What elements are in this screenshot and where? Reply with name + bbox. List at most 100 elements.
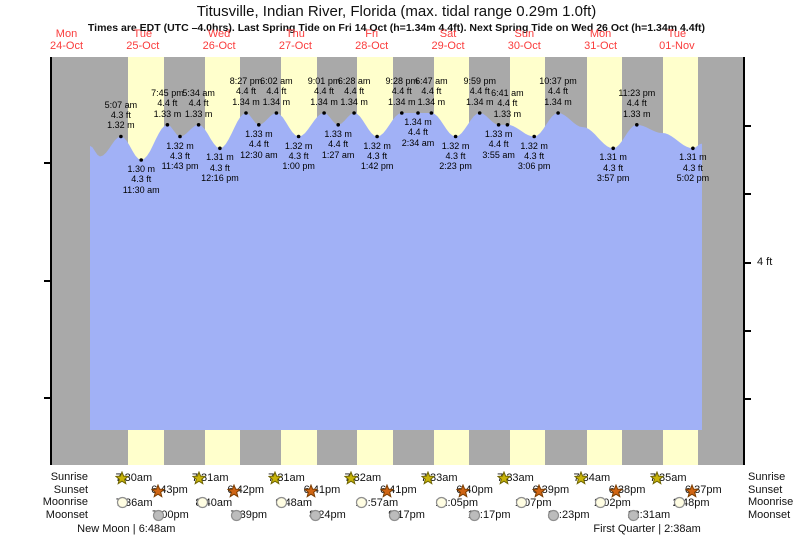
tide-label-high: 5:34 am 4.4 ft 1.33 m [168,88,230,119]
tide-label-line: 9:59 pm [463,76,496,86]
tide-label-line: 1.34 m [544,96,572,107]
day-label: Wed 26-Oct [181,28,257,52]
tide-label-line: 4.3 ft [603,162,624,173]
tide-label-line: 6:41 am [491,87,524,98]
astro-entry: 7:00pm [152,509,189,522]
left-axis-tick [44,162,50,164]
tide-label-high: 9:28 pm 4.4 ft 1.34 m [371,76,433,107]
tide-label-low: 1.34 m 4.4 ft 2:34 am [387,117,449,148]
tide-label-high: 7:45 pm 4.4 ft 1.33 m [136,88,198,119]
tide-label-line: 4.4 ft [469,86,490,97]
tide-label-low: 1.33 m 4.4 ft 12:30 am [228,129,290,160]
tide-label-line: 6:02 am [260,76,293,86]
right-axis-tick [745,125,751,127]
tide-label-high: 6:02 am 4.4 ft 1.34 m [245,76,307,107]
astro-entry: 8:40am [196,496,233,509]
day-of-week: Sat [439,28,457,40]
tide-label-line: 1.31 m [599,152,627,163]
tide-label-line: 1.33 m [324,128,352,139]
astro-entry: 7:35am [649,471,687,485]
tide-label-line: 1.33 m [493,108,522,119]
right-axis-label: 4 ft [757,256,773,268]
right-axis-tick [745,193,751,195]
tide-label-line: 1.33 m [484,128,513,139]
day-label: Mon 31-Oct [563,28,639,52]
page-title: Titusville, Indian River, Florida (max. … [196,3,597,20]
day-date: 25-Oct [126,39,160,52]
tide-label-high: 5:07 am 4.3 ft 1.32 m [90,100,152,131]
astro-time: 6:42pm [227,484,265,496]
tide-label-line: 1.34 m [310,96,338,107]
day-label: Thu 27-Oct [257,28,333,52]
tide-label-low: 1.32 m 4.3 ft 1:42 pm [346,141,408,172]
day-date: 30-Oct [507,39,541,52]
tide-label-line: 4.4 ft [248,139,269,150]
astro-time: 6:40pm [456,484,493,496]
day-date: 31-Oct [584,39,618,52]
tide-label-line: 4.4 ft [488,139,509,150]
tide-label-line: 12:16 pm [201,173,239,184]
tide-label-line: 5:34 am [182,87,215,98]
day-label: Mon 24-Oct [29,28,105,52]
tide-label-line: 1.33 m [184,108,213,119]
astro-entry: 9:48am [275,496,312,509]
tide-label-line: 1.34 m [404,117,432,127]
astro-row-label-left: Moonrise [42,496,88,508]
astro-time: 12:05pm [435,496,479,509]
day-date: 26-Oct [202,39,236,52]
tide-label-line: 1.31 m [679,152,707,163]
astro-entry: 7:34am [573,471,610,485]
day-date: 29-Oct [431,39,465,52]
tide-label-line: 1.31 m [206,152,234,163]
tide-label-line: 4.3 ft [682,162,703,173]
tide-label-line: 4.4 ft [421,86,442,97]
tide-label-line: 1.34 m [417,96,446,107]
day-of-week: Mon [589,28,612,40]
astro-entry: 11:23pm [547,509,589,522]
astro-entry: 7:36am [116,496,153,509]
tide-label-low: 1.33 m 4.4 ft 3:55 am [468,129,530,160]
tide-label-low: 1.32 m 4.3 ft 11:43 pm [149,141,211,172]
tide-label-line: 1:27 am [321,149,355,160]
tide-label-line: 2:34 am [401,137,435,148]
left-axis-line [50,57,52,465]
astro-entry: 8:24pm [309,509,346,522]
tide-label-line: 4.3 ft [110,109,131,120]
tide-label-line: 1.30 m [127,164,155,174]
tide-label-low: 1.31 m 4.3 ft 3:57 pm [582,152,644,183]
tide-label-line: 1.34 m [232,96,260,107]
astro-entry: 7:39pm [230,509,267,522]
tide-label-line: 4.4 ft [391,86,412,97]
tide-label-line: 1:00 pm [282,161,315,172]
astro-time: 9:17pm [388,509,425,521]
day-of-week: Sun [514,28,535,40]
astro-time: 7:33am [420,471,458,484]
astro-time: 8:40am [195,496,233,509]
day-of-week: Thu [285,28,305,40]
astro-row-label-left: Sunrise [50,471,88,483]
astro-time: 9:48am [275,496,313,509]
astro-time: 6:39pm [532,484,570,496]
left-axis-tick [44,280,50,282]
astro-entry: 7:31am [191,471,229,485]
day-of-week: Mon [55,28,78,40]
tide-label-line: 4.4 ft [548,86,569,97]
right-axis-line [743,57,745,465]
tide-label-line: 4.4 ft [344,86,365,97]
day-label: Sun 30-Oct [486,28,562,52]
astro-entry: 1:07pm [515,496,552,509]
tide-label-line: 4.4 ft [314,86,335,97]
tide-label-line: 4.3 ft [445,150,466,161]
tide-label-line: 1.34 m [262,96,291,107]
tide-label-high: 10:37 pm 4.4 ft 1.34 m [527,76,589,107]
tide-label-high: 11:23 pm 4.4 ft 1.33 m [606,88,668,119]
tide-label-low: 1.32 m 4.3 ft 1:00 pm [268,141,330,172]
tide-label-line: 4.4 ft [235,86,256,97]
tide-label-line: 3:55 am [482,149,515,160]
right-axis-tick [745,398,751,400]
tide-label-line: 9:01 pm [307,76,341,86]
day-of-week: Tue [667,28,687,40]
astro-row-label-right: Sunset [748,483,783,496]
astro-time: 6:43pm [151,484,188,496]
tide-label-low: 1.31 m 4.3 ft 12:16 pm [189,152,251,183]
